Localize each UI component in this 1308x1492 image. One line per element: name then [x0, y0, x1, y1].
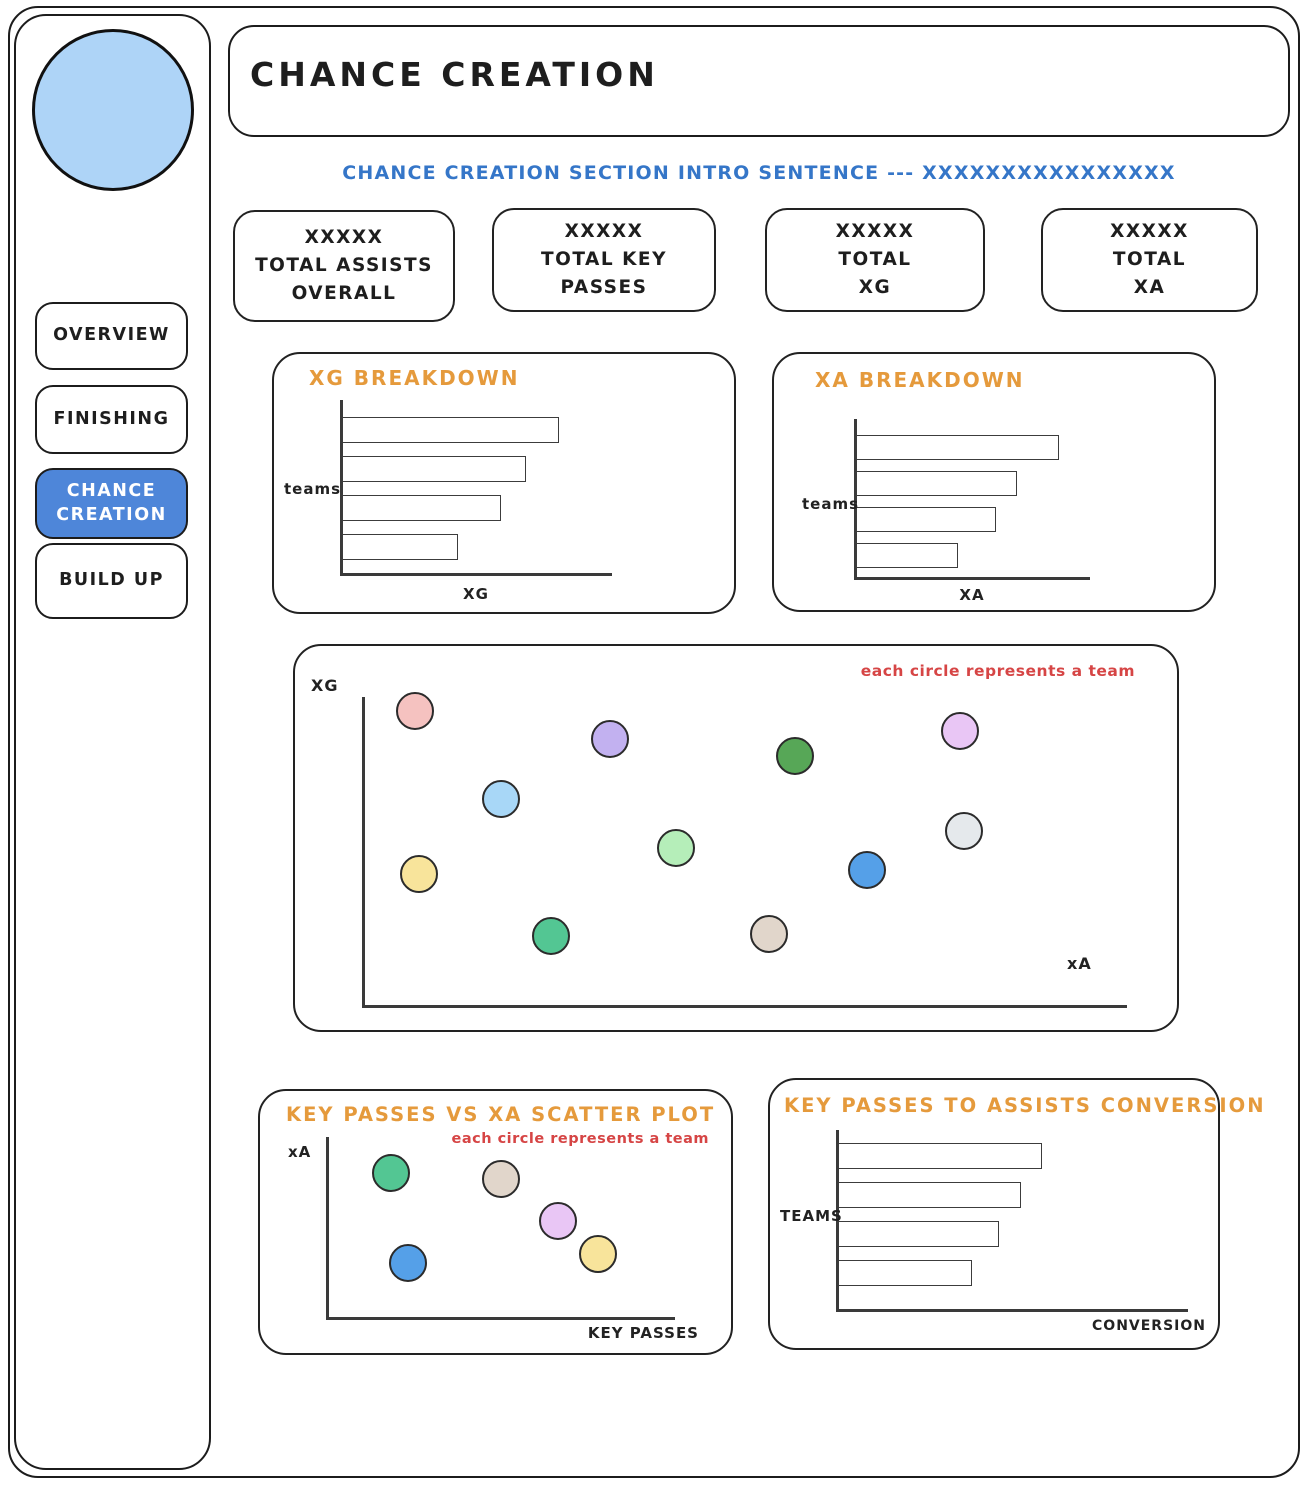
scatter-dot — [657, 829, 695, 867]
bar — [342, 417, 559, 443]
bar — [838, 1143, 1042, 1169]
panel-title: KEY PASSES VS XA SCATTER PLOT — [286, 1103, 716, 1126]
nav-label: CHANCE CREATION — [56, 480, 167, 525]
nav-label: BUILD UP — [59, 570, 164, 591]
panel-keypasses-vs-xa-scatter: KEY PASSES VS XA SCATTER PLOT each circl… — [258, 1089, 733, 1355]
scatter-dot — [372, 1154, 410, 1192]
stat-label: XA — [1133, 276, 1166, 298]
y-axis-line — [836, 1130, 839, 1311]
scatter-dot — [579, 1235, 617, 1273]
scatter-dot — [482, 780, 520, 818]
stat-value: XXXXX — [835, 221, 915, 243]
sidebar-item-finishing[interactable]: FINISHING — [35, 385, 188, 454]
sidebar-item-build-up[interactable]: BUILD UP — [35, 543, 188, 619]
scatter-dot — [389, 1244, 427, 1282]
scatter-dot — [482, 1160, 520, 1198]
y-axis-line — [326, 1137, 329, 1319]
panel-title: XA BREAKDOWN — [815, 368, 1025, 392]
stat-label: TOTAL — [1112, 249, 1187, 271]
bar — [838, 1260, 972, 1286]
x-axis-line — [326, 1317, 675, 1320]
bar — [856, 543, 958, 568]
stat-label: PASSES — [560, 276, 648, 298]
stat-value: XXXXX — [564, 221, 644, 243]
x-axis-label: CONVERSION — [1092, 1318, 1206, 1334]
stat-label: TOTAL KEY — [541, 249, 667, 271]
x-axis-line — [854, 577, 1090, 580]
panel-xg-breakdown: XG BREAKDOWN teams XG — [272, 352, 736, 614]
stat-card-total-key-passes: XXXXX TOTAL KEY PASSES — [492, 208, 716, 312]
bar — [342, 495, 501, 521]
bar-group — [838, 1143, 1042, 1299]
bar — [838, 1221, 999, 1247]
scatter-dot — [941, 712, 979, 750]
stat-card-total-xa: XXXXX TOTAL XA — [1041, 208, 1258, 312]
avatar — [32, 29, 194, 191]
scatter-dot — [539, 1202, 577, 1240]
scatter-dot — [532, 917, 570, 955]
y-axis-label: XG — [311, 676, 339, 695]
x-axis-line — [362, 1005, 1127, 1008]
sidebar-item-overview[interactable]: OVERVIEW — [35, 302, 188, 370]
bar — [856, 435, 1059, 460]
panel-conversion: KEY PASSES TO ASSISTS CONVERSION TEAMS C… — [768, 1078, 1264, 1350]
scatter-dot — [750, 915, 788, 953]
x-axis-label: XA — [959, 586, 985, 604]
header-bar: CHANCE CREATION — [228, 25, 1290, 137]
scatter-dot — [945, 812, 983, 850]
x-axis-line — [340, 573, 612, 576]
bar-group — [856, 435, 1059, 579]
stat-card-total-assists: XXXXX TOTAL ASSISTS OVERALL — [233, 210, 455, 322]
section-intro-text: CHANCE CREATION SECTION INTRO SENTENCE -… — [342, 162, 1176, 184]
scatter-dot-group — [260, 1091, 731, 1353]
x-axis-label: KEY PASSES — [587, 1324, 699, 1342]
x-axis-line — [836, 1309, 1188, 1312]
bar — [856, 507, 996, 532]
y-axis-label: xA — [288, 1143, 312, 1161]
y-axis-label: teams — [284, 480, 342, 498]
stat-label: TOTAL — [838, 249, 912, 271]
scatter-annotation: each circle represents a team — [860, 662, 1135, 680]
stat-value: XXXXX — [304, 227, 384, 249]
sidebar: OVERVIEW FINISHING CHANCE CREATION BUILD… — [14, 14, 211, 1470]
x-axis-label: xA — [1067, 954, 1092, 973]
panel-title: XG BREAKDOWN — [309, 366, 520, 390]
bar — [838, 1182, 1021, 1208]
sidebar-item-chance-creation[interactable]: CHANCE CREATION — [35, 468, 188, 539]
y-axis-line — [340, 400, 343, 574]
panel-xg-vs-xa-scatter: each circle represents a team XG xA — [293, 644, 1179, 1032]
nav-label: OVERVIEW — [53, 325, 170, 346]
nav-label: FINISHING — [53, 408, 170, 429]
scatter-dot — [400, 855, 438, 893]
bar — [342, 456, 526, 482]
y-axis-line — [362, 697, 365, 1007]
y-axis-label: TEAMS — [780, 1207, 843, 1225]
bar — [856, 471, 1017, 496]
page-title: CHANCE CREATION — [250, 55, 659, 94]
scatter-dot — [776, 737, 814, 775]
stat-label: OVERALL — [291, 282, 397, 304]
scatter-dot-group — [295, 646, 1177, 1030]
panel-title: KEY PASSES TO ASSISTS CONVERSION — [784, 1094, 1266, 1117]
stat-label: XG — [858, 276, 892, 298]
scatter-dot — [396, 692, 434, 730]
y-axis-label: teams — [802, 495, 860, 513]
stat-label: TOTAL ASSISTS — [255, 255, 433, 277]
panel-xa-breakdown: XA BREAKDOWN teams XA — [772, 352, 1216, 612]
scatter-dot — [591, 720, 629, 758]
bar — [342, 534, 458, 560]
scatter-dot — [848, 851, 886, 889]
stat-value: XXXXX — [1110, 221, 1189, 243]
bar-group — [342, 417, 559, 573]
x-axis-label: XG — [463, 585, 489, 603]
y-axis-line — [854, 419, 857, 577]
stat-card-total-xg: XXXXX TOTAL XG — [765, 208, 985, 312]
scatter-annotation: each circle represents a team — [451, 1131, 709, 1147]
